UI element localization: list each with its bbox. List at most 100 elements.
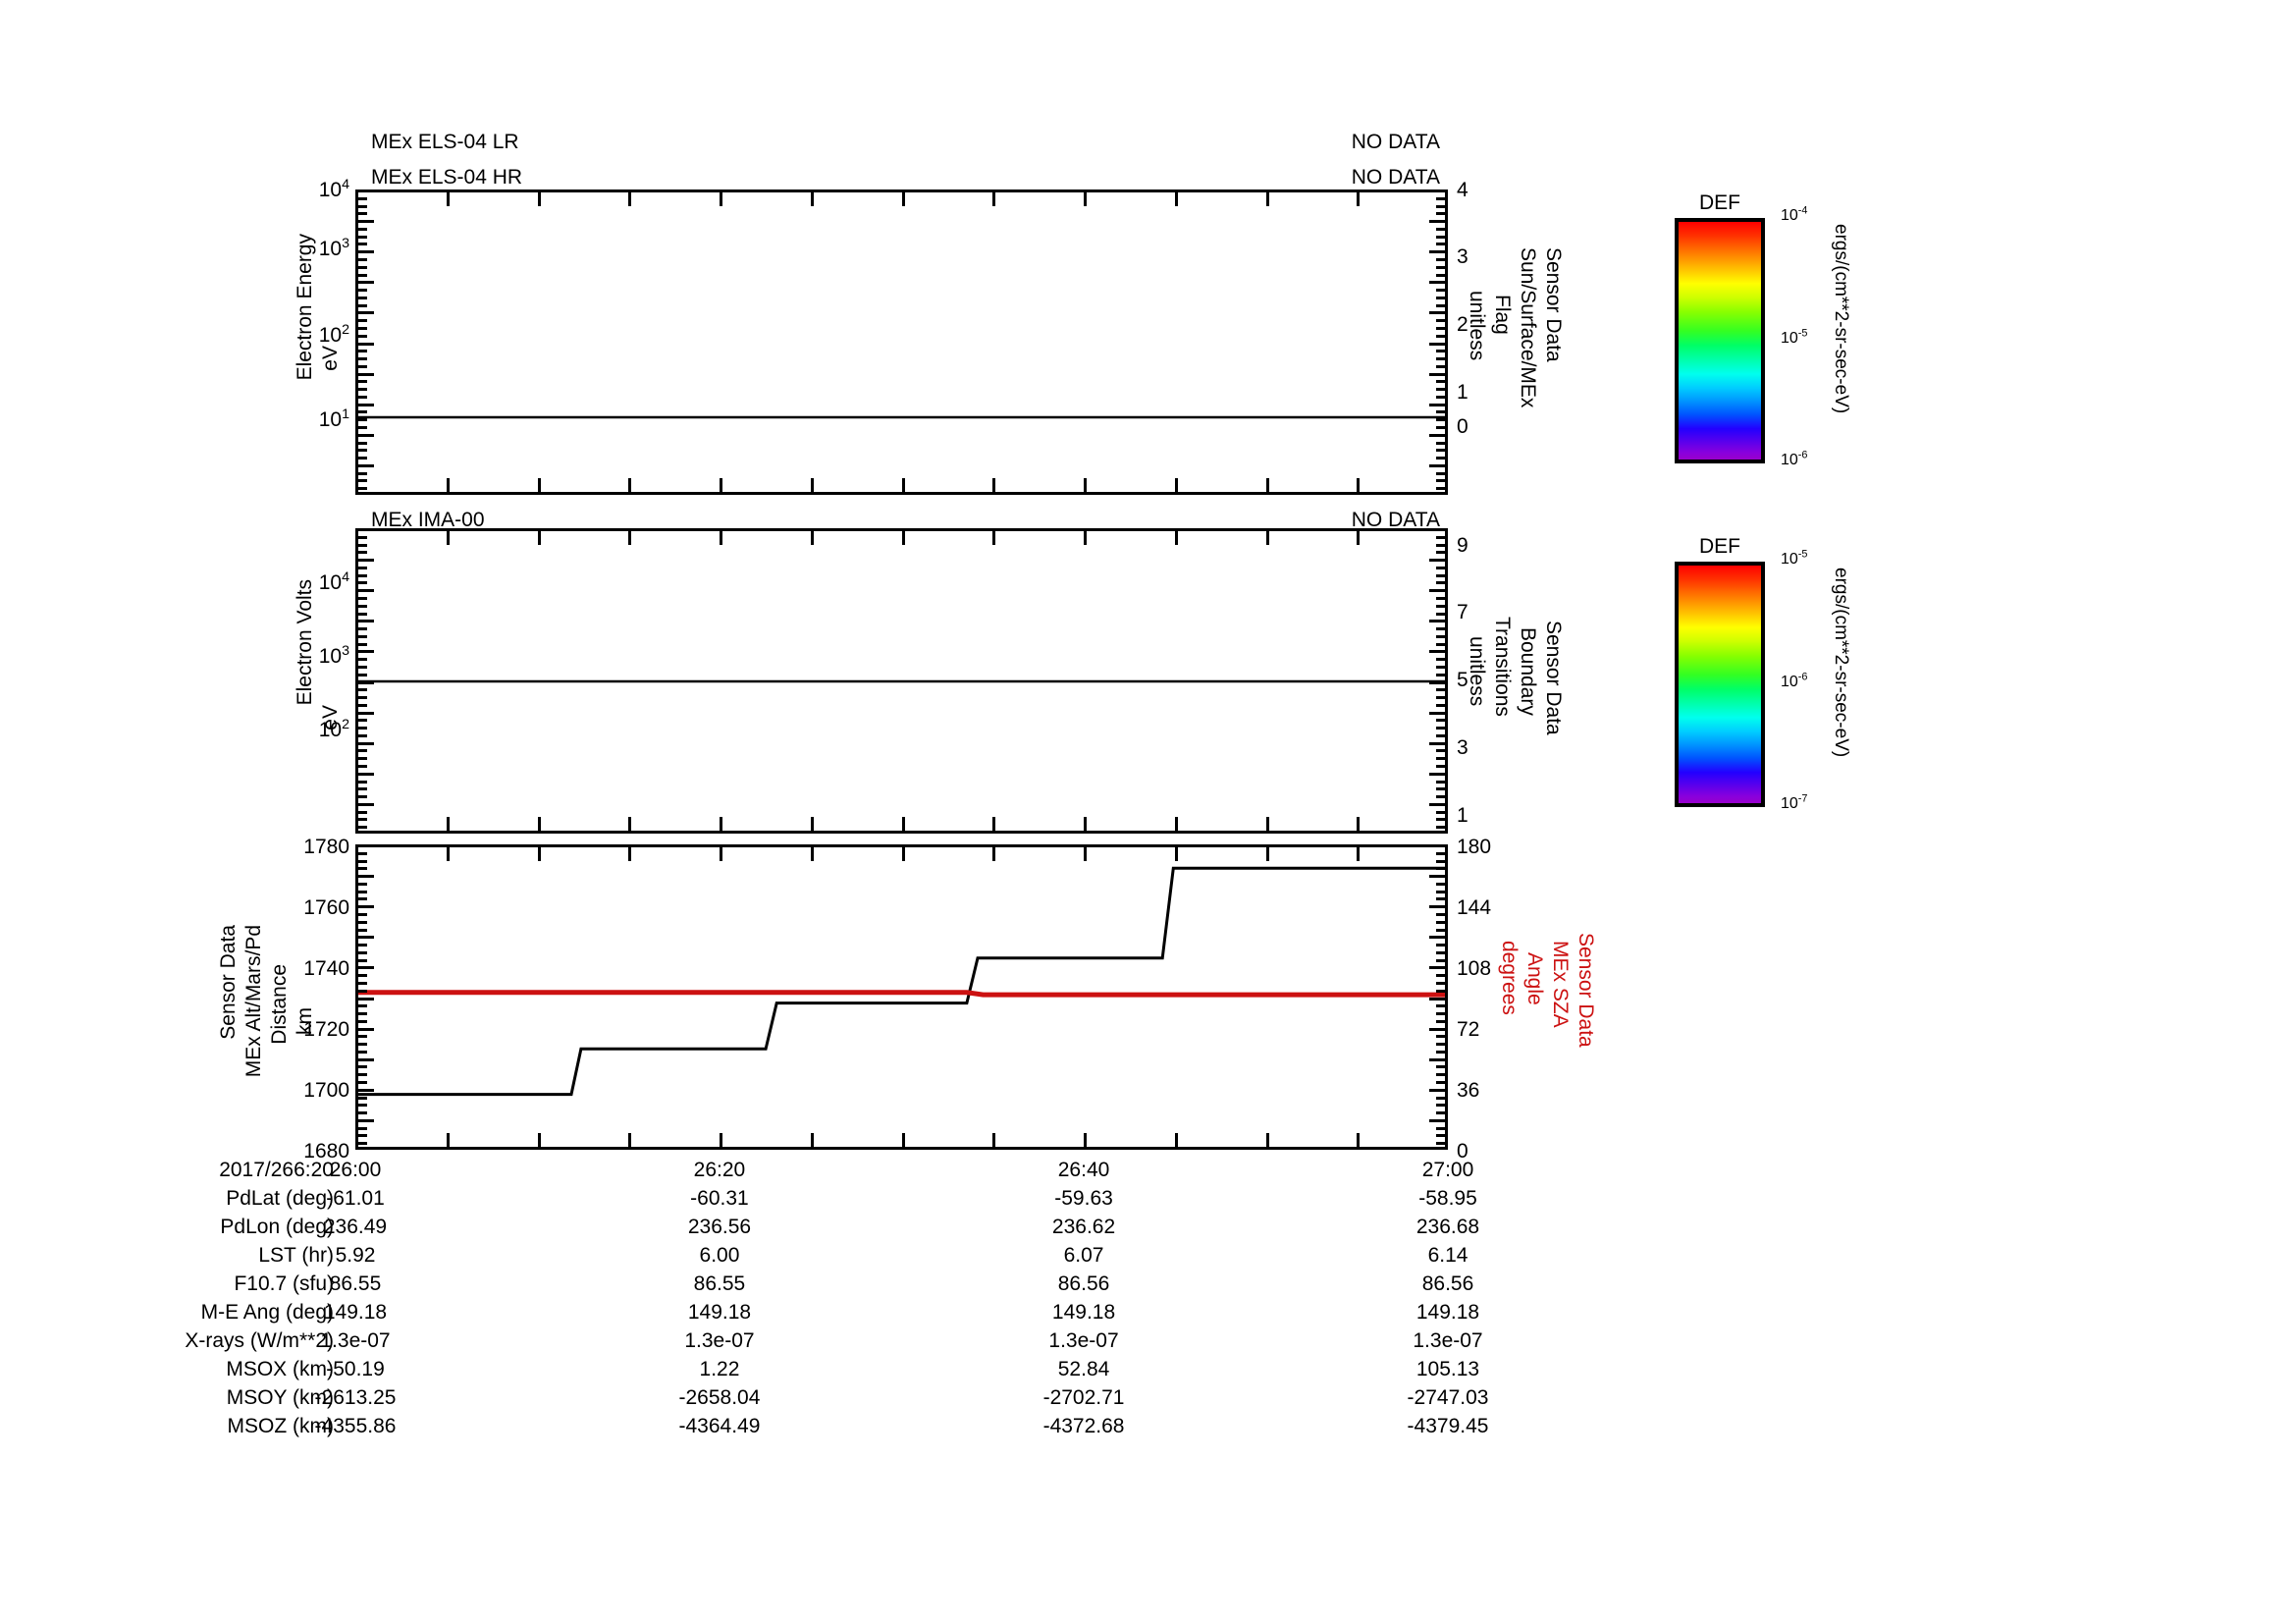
axis-tick [446,531,450,545]
panel-ima-trace-1-label: MEx IMA-00 [371,509,485,531]
ephemeris-cell: 149.18 [323,1301,388,1324]
axis-tick [1357,531,1361,545]
axis-tick [358,1081,367,1085]
axis-tick [1174,1133,1178,1147]
ephemeris-row-label: X-rays (W/m**2) [185,1329,334,1352]
ephemeris-cell: -4379.45 [1407,1415,1489,1437]
axis-tick [358,665,367,669]
axis-tick [537,847,541,861]
axis-tick [1436,944,1445,947]
axis-tick [1436,1004,1445,1008]
axis-tick [1436,974,1445,978]
panel-ima-ytick-right-3: 3 [1457,736,1468,759]
axis-tick [358,303,367,307]
axis-tick [537,817,541,831]
axis-tick [1436,487,1445,491]
ephemeris-cell: -4364.49 [678,1415,761,1437]
axis-tick [358,974,367,978]
ephemeris-row-label: PdLat (deg) [226,1187,334,1210]
axis-tick [1084,192,1087,206]
panel-els-ytick-right-0: 0 [1457,415,1468,438]
axis-tick [1436,350,1445,353]
panel-els-right-axis-title-line3: Flag [1491,295,1514,335]
panel-alt-ytick-right-72: 72 [1457,1018,1480,1041]
axis-tick [1357,847,1361,861]
ephemeris-table: 2017/266:20 26:00 26:20 26:40 27:00 PdLat (de… [0,1159,2296,1453]
axis-tick [358,433,374,437]
axis-tick [358,573,367,577]
axis-tick [358,471,367,475]
panel-alt-data-traces [358,866,1445,1097]
ephemeris-cell: 26:20 [693,1159,746,1181]
axis-tick [358,1118,374,1122]
panel-ima-right-axis-title-line3: Transitions [1491,617,1514,717]
axis-tick [358,727,367,730]
axis-tick [358,989,367,993]
axis-tick [358,890,367,893]
axis-tick [1436,897,1445,901]
axis-tick [1174,847,1178,861]
axis-tick [358,418,367,422]
axis-tick [358,1073,367,1077]
ephemeris-cell: 149.18 [687,1301,752,1324]
axis-tick [1436,395,1445,399]
axis-tick [1436,551,1445,555]
axis-tick [810,817,814,831]
trace-right [358,990,1445,998]
axis-tick [992,478,996,492]
axis-tick [1436,204,1445,208]
axis-tick [446,1133,450,1147]
axis-tick [358,810,367,814]
axis-tick [1436,257,1445,261]
axis-tick [446,192,450,206]
axis-tick [358,944,367,947]
axis-tick [358,620,374,623]
axis-tick [1429,711,1445,715]
axis-tick [1436,810,1445,814]
axis-tick [810,478,814,492]
axis-tick [1084,847,1087,861]
axis-tick [358,1035,367,1039]
axis-tick [358,372,374,376]
panel-els-left-axis-title-line1: Electron Energy [294,234,316,381]
axis-tick [1357,478,1361,492]
ephemeris-cell: -59.63 [1054,1187,1113,1210]
cbar-els-unit-label: ergs/(cm**2-sr-sec-eV) [1831,224,1851,414]
axis-tick [901,847,905,861]
axis-tick [358,936,374,940]
axis-tick [1265,817,1269,831]
axis-tick [358,235,367,239]
axis-tick [1429,997,1445,1001]
ephemeris-row-label: PdLon (deg) [220,1216,334,1238]
ephemeris-cell: -2747.03 [1407,1386,1489,1409]
panel-ima-right-axis-title-line2: Boundary [1517,627,1539,716]
ephemeris-row-label: LST (hr) [258,1244,334,1267]
axis-tick [720,817,722,831]
axis-tick [358,281,374,285]
axis-tick [1436,757,1445,761]
cbar-ima-max-label: 10-5 [1781,548,1808,568]
axis-tick [720,478,722,492]
panel-alt-right-axis-title-line1: Sensor Data [1575,933,1597,1048]
ephemeris-cell: 86.56 [1057,1272,1110,1295]
axis-tick [358,410,367,414]
axis-tick [358,1111,367,1115]
axis-tick [1436,479,1445,483]
panel-alt-ytick-right-0: 0 [1457,1140,1468,1163]
axis-tick [358,1134,367,1138]
panel-els-ytick-right-2: 2 [1457,313,1468,336]
panel-ima-boundary-trace [358,679,1445,683]
panel-alt-ytick-1680: 1680 [303,1140,349,1163]
axis-tick [1429,1088,1445,1092]
cbar-els-mid-label: 10-5 [1781,327,1808,347]
axis-tick [358,1126,367,1130]
ephemeris-cell: 1.22 [699,1358,740,1380]
axis-tick [1429,802,1445,806]
axis-tick [1357,1133,1361,1147]
axis-tick [358,1142,367,1146]
axis-tick [1265,531,1269,545]
panel-alt-ytick-right-144: 144 [1457,896,1492,919]
axis-tick [1436,326,1445,330]
axis-tick [358,296,367,299]
